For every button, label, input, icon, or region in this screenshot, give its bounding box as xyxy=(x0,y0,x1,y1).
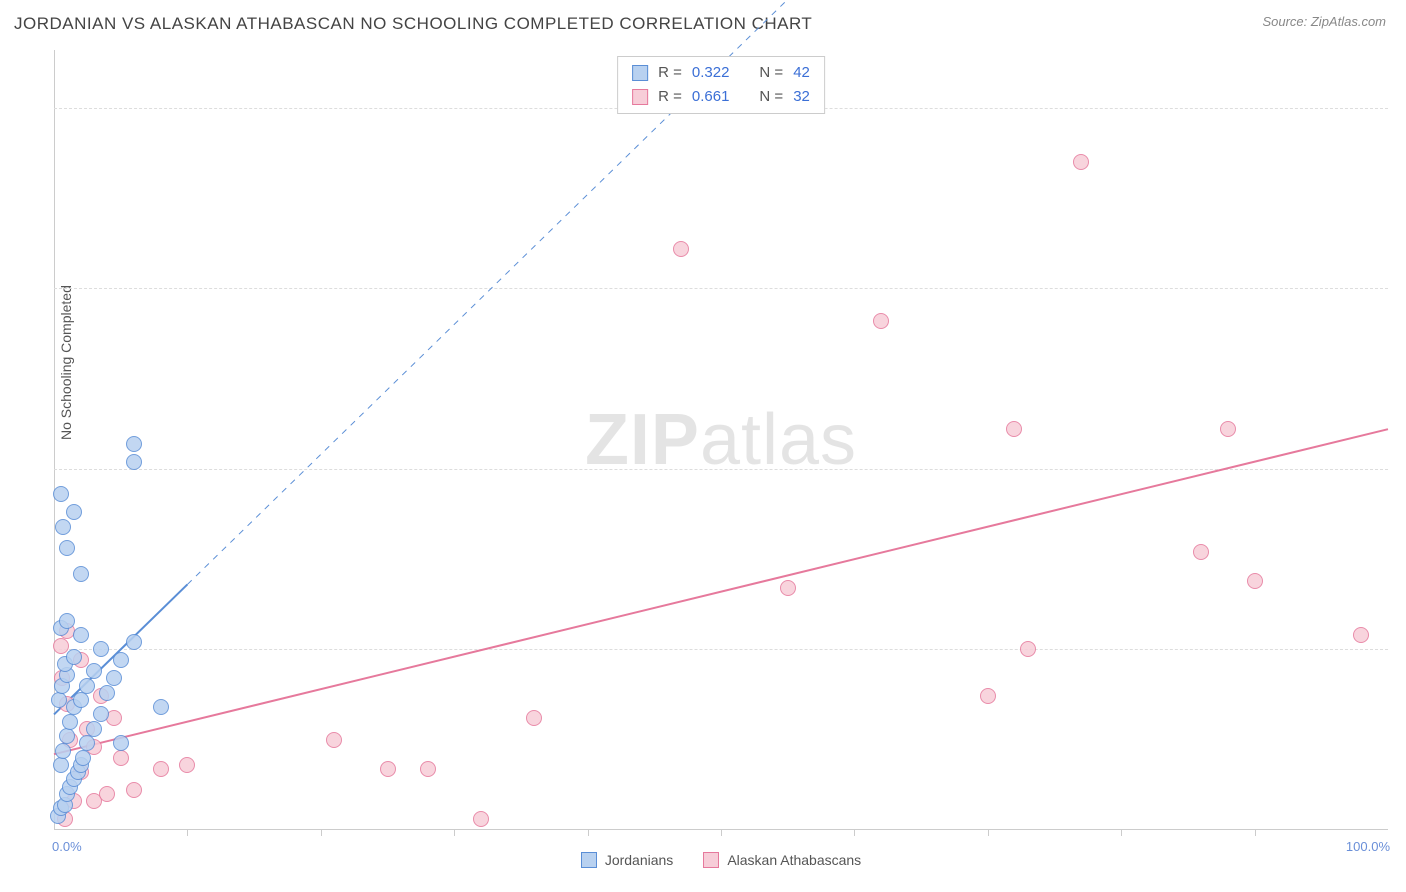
x-tick-mark xyxy=(854,830,855,836)
data-point-athabascans xyxy=(473,811,489,827)
data-point-athabascans xyxy=(1006,421,1022,437)
data-point-athabascans xyxy=(873,313,889,329)
data-point-jordanians xyxy=(86,721,102,737)
data-point-jordanians xyxy=(75,750,91,766)
data-point-jordanians xyxy=(59,728,75,744)
data-point-jordanians xyxy=(93,641,109,657)
data-point-jordanians xyxy=(55,743,71,759)
bottom-legend: Jordanians Alaskan Athabascans xyxy=(54,852,1388,868)
n-label: N = xyxy=(759,61,783,85)
r-value-athabascans: 0.661 xyxy=(692,85,730,109)
data-point-jordanians xyxy=(73,566,89,582)
swatch-athabascans xyxy=(632,89,648,105)
data-point-jordanians xyxy=(79,678,95,694)
data-point-jordanians xyxy=(51,692,67,708)
data-point-jordanians xyxy=(66,504,82,520)
n-value-athabascans: 32 xyxy=(793,85,810,109)
r-label: R = xyxy=(658,85,682,109)
data-point-athabascans xyxy=(420,761,436,777)
stats-row-jordanians: R = 0.322 N = 42 xyxy=(632,61,810,85)
data-point-jordanians xyxy=(79,735,95,751)
legend-swatch-athabascans xyxy=(703,852,719,868)
data-point-jordanians xyxy=(126,454,142,470)
data-point-athabascans xyxy=(113,750,129,766)
data-point-jordanians xyxy=(55,519,71,535)
data-point-athabascans xyxy=(980,688,996,704)
plot-area: No Schooling Completed 2.5%5.0%7.5%10.0%… xyxy=(54,50,1388,830)
data-point-athabascans xyxy=(326,732,342,748)
data-point-jordanians xyxy=(73,627,89,643)
legend-label-jordanians: Jordanians xyxy=(605,852,674,868)
data-point-athabascans xyxy=(153,761,169,777)
r-label: R = xyxy=(658,61,682,85)
legend-item-jordanians: Jordanians xyxy=(581,852,674,868)
data-point-jordanians xyxy=(53,486,69,502)
stats-row-athabascans: R = 0.661 N = 32 xyxy=(632,85,810,109)
data-point-jordanians xyxy=(59,613,75,629)
data-point-athabascans xyxy=(1193,544,1209,560)
data-point-athabascans xyxy=(1220,421,1236,437)
n-label: N = xyxy=(759,85,783,109)
trend-line xyxy=(54,429,1388,754)
x-tick-mark xyxy=(988,830,989,836)
n-value-jordanians: 42 xyxy=(793,61,810,85)
chart-root: JORDANIAN VS ALASKAN ATHABASCAN NO SCHOO… xyxy=(0,0,1406,892)
trend-lines-layer xyxy=(54,50,1388,830)
stats-box: R = 0.322 N = 42 R = 0.661 N = 32 xyxy=(617,56,825,114)
data-point-athabascans xyxy=(179,757,195,773)
data-point-jordanians xyxy=(86,663,102,679)
x-tick-mark xyxy=(721,830,722,836)
x-tick-mark xyxy=(321,830,322,836)
swatch-jordanians xyxy=(632,65,648,81)
chart-title: JORDANIAN VS ALASKAN ATHABASCAN NO SCHOO… xyxy=(14,14,812,34)
x-tick-mark xyxy=(588,830,589,836)
data-point-jordanians xyxy=(113,735,129,751)
data-point-athabascans xyxy=(126,782,142,798)
data-point-jordanians xyxy=(99,685,115,701)
data-point-athabascans xyxy=(780,580,796,596)
data-point-jordanians xyxy=(153,699,169,715)
legend-item-athabascans: Alaskan Athabascans xyxy=(703,852,861,868)
data-point-athabascans xyxy=(99,786,115,802)
data-point-athabascans xyxy=(526,710,542,726)
data-point-jordanians xyxy=(106,670,122,686)
legend-swatch-jordanians xyxy=(581,852,597,868)
data-point-athabascans xyxy=(1073,154,1089,170)
data-point-jordanians xyxy=(59,540,75,556)
x-tick-mark xyxy=(187,830,188,836)
data-point-jordanians xyxy=(93,706,109,722)
data-point-jordanians xyxy=(73,692,89,708)
data-point-athabascans xyxy=(1353,627,1369,643)
data-point-athabascans xyxy=(1020,641,1036,657)
data-point-jordanians xyxy=(126,436,142,452)
data-point-athabascans xyxy=(1247,573,1263,589)
data-point-jordanians xyxy=(126,634,142,650)
r-value-jordanians: 0.322 xyxy=(692,61,730,85)
data-point-jordanians xyxy=(62,714,78,730)
source-attribution: Source: ZipAtlas.com xyxy=(1262,14,1386,29)
x-tick-mark xyxy=(1255,830,1256,836)
data-point-athabascans xyxy=(673,241,689,257)
data-point-jordanians xyxy=(66,649,82,665)
data-point-jordanians xyxy=(53,757,69,773)
legend-label-athabascans: Alaskan Athabascans xyxy=(727,852,861,868)
x-tick-mark xyxy=(454,830,455,836)
x-tick-mark xyxy=(1121,830,1122,836)
data-point-athabascans xyxy=(380,761,396,777)
data-point-jordanians xyxy=(113,652,129,668)
